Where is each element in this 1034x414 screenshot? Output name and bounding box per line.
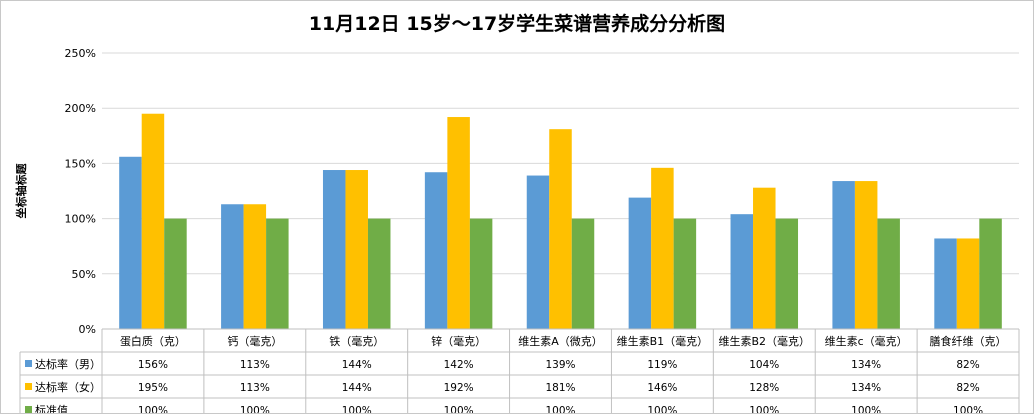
chart-title: 11月12日 15岁～17岁学生菜谱营养成分分析图	[309, 12, 725, 35]
category-label: 维生素B1（毫克）	[617, 334, 709, 348]
bar	[141, 113, 165, 329]
data-cell: 100%	[953, 405, 983, 413]
y-tick-label: 150%	[65, 157, 96, 170]
data-cell: 128%	[749, 382, 779, 394]
bar	[469, 218, 493, 329]
category-label: 维生素B2（毫克）	[719, 334, 811, 348]
data-cell: 142%	[444, 359, 474, 371]
series-name: 标准值	[35, 403, 68, 413]
data-cell: 119%	[647, 359, 677, 371]
bar	[266, 218, 289, 329]
data-cell: 144%	[342, 382, 372, 394]
data-cell: 144%	[342, 359, 372, 371]
bar	[447, 117, 470, 329]
data-cell: 113%	[240, 359, 270, 371]
category-label: 膳食纤维（克）	[930, 334, 1007, 348]
data-cell: 100%	[749, 405, 779, 413]
bar	[651, 167, 674, 329]
bar	[628, 197, 652, 329]
data-cell: 82%	[956, 359, 979, 371]
category-label: 维生素A（微克）	[518, 334, 603, 348]
category-label: 维生素c（毫克）	[825, 334, 908, 348]
data-cell: 181%	[545, 382, 575, 394]
data-table: 蛋白质（克） 钙（毫克） 铁（毫克） 锌（毫克） 维生素A（微克） 维生素B1（毫克） 维生…	[19, 328, 1020, 413]
bar	[526, 175, 550, 329]
y-tick-label: 250%	[65, 47, 96, 60]
bar	[730, 214, 754, 329]
bar	[673, 218, 697, 329]
y-axis-title: 坐标轴标题	[14, 163, 28, 219]
legend-key	[25, 406, 32, 413]
data-cell: 139%	[545, 359, 575, 371]
bar	[775, 218, 799, 329]
data-cell: 104%	[749, 359, 779, 371]
data-cell: 100%	[851, 405, 881, 413]
y-tick-label: 50%	[72, 268, 96, 281]
bar	[345, 170, 368, 329]
data-cell: 134%	[851, 359, 881, 371]
category-label: 锌（毫克）	[431, 334, 486, 348]
bar	[832, 181, 855, 329]
bar	[877, 218, 900, 329]
data-cell: 192%	[444, 382, 474, 394]
bar	[164, 218, 187, 329]
bar	[854, 181, 878, 329]
bar	[119, 156, 142, 329]
bar	[571, 218, 595, 329]
data-cell: 134%	[851, 382, 881, 394]
data-cell: 113%	[240, 382, 270, 394]
legend-key	[25, 383, 32, 390]
data-cell: 100%	[138, 405, 168, 413]
bar	[979, 218, 1002, 329]
data-cell: 100%	[342, 405, 372, 413]
series-name: 达标率（女）	[35, 380, 101, 394]
bar	[243, 204, 267, 329]
category-label: 钙（毫克）	[227, 334, 282, 348]
category-label: 铁（毫克）	[329, 334, 384, 348]
data-cell: 156%	[138, 359, 168, 371]
y-axis-ticks: 0% 50% 100% 150% 200% 250%	[65, 47, 96, 336]
data-cell: 100%	[444, 405, 474, 413]
series-name: 达标率（男）	[35, 357, 101, 371]
category-label: 蛋白质（克）	[120, 334, 186, 348]
data-cell: 146%	[647, 382, 677, 394]
data-cell: 100%	[647, 405, 677, 413]
y-tick-label: 100%	[65, 213, 96, 226]
data-cell: 195%	[138, 382, 168, 394]
data-cell: 100%	[240, 405, 270, 413]
bar	[424, 172, 448, 329]
bar	[549, 129, 572, 329]
bar	[367, 218, 391, 329]
bars	[119, 113, 1002, 329]
y-tick-label: 200%	[65, 102, 96, 115]
bar	[322, 170, 346, 329]
bar	[753, 187, 776, 329]
bar	[956, 238, 980, 329]
bar	[221, 204, 244, 329]
data-cell: 100%	[545, 405, 575, 413]
y-tick-label: 0%	[79, 323, 96, 336]
legend-key	[25, 360, 32, 367]
bar	[934, 238, 957, 329]
data-cell: 82%	[956, 382, 979, 394]
